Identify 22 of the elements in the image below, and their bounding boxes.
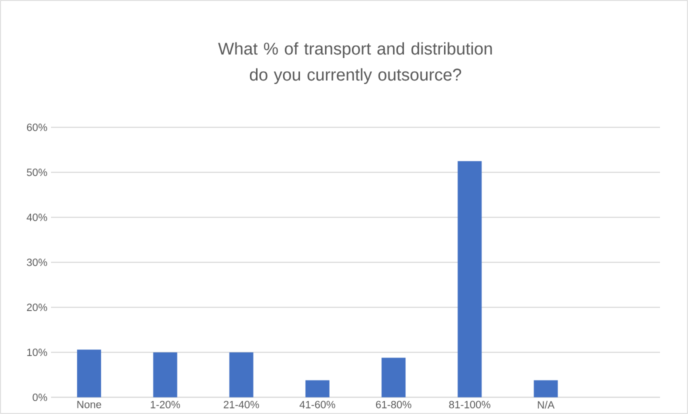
bar [305, 380, 330, 398]
x-tick-label: 61-80% [376, 400, 412, 408]
bar [458, 161, 482, 398]
bar [77, 350, 102, 398]
bar [229, 352, 254, 398]
bar [153, 352, 178, 398]
y-tick-label: 10% [27, 348, 48, 356]
bar [382, 358, 406, 398]
x-tick-label: 41-60% [300, 400, 336, 408]
x-tick-label: 81-100% [449, 400, 490, 408]
y-tick-label: 50% [26, 168, 48, 176]
y-tick-label: 60% [26, 124, 48, 132]
bar [534, 380, 558, 398]
y-tick-label: 30% [26, 258, 48, 266]
chart-title: What % of transport and distribution do you currently outsource? [218, 42, 492, 84]
y-tick-label: 20% [26, 304, 48, 312]
x-tick-label: N/A [538, 400, 555, 409]
x-tick-label: 1-20% [150, 400, 180, 408]
x-tick-label: 21-40% [224, 400, 260, 408]
y-tick-label: 0% [32, 394, 48, 402]
x-tick-label: None [77, 400, 102, 408]
y-tick-label: 40% [26, 214, 48, 222]
